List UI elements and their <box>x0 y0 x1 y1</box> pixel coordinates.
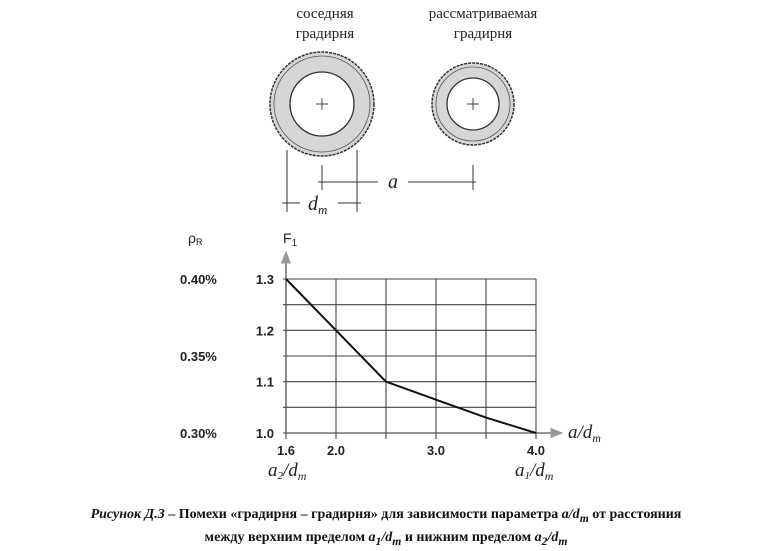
caption-line-1: Рисунок Д.3 – Помехи «градирня – градирн… <box>90 507 682 525</box>
upper-limit-label: a1/dm <box>515 460 554 483</box>
y-axis-label: F1 <box>283 230 298 249</box>
dimension-lines <box>282 150 476 212</box>
chart-grid <box>283 278 537 439</box>
y2-axis-label: ρR <box>188 230 203 247</box>
x-tick-label: 2.0 <box>327 443 345 458</box>
y-tick-label: 1.2 <box>256 323 274 338</box>
series-line <box>285 278 537 434</box>
y-tick-label: 1.3 <box>256 272 274 287</box>
figure-caption: Рисунок Д.3 – Помехи «градирня – градирн… <box>0 505 772 551</box>
considered-tower-label: рассматриваемая <box>429 6 538 22</box>
y2-tick-label: 0.40% <box>180 272 217 287</box>
chart: 1.6 2.0 3.0 4.01.01.11.21.30.40%0.35%0.30% … <box>180 230 601 483</box>
caption-line-2: между верхним пределом a1/dm и нижним пр… <box>204 529 568 548</box>
y-tick-label: 1.0 <box>256 426 274 441</box>
considered-tower-label-2: градирня <box>454 26 512 42</box>
y-tick-label: 1.1 <box>256 375 274 390</box>
x-tick-label: 4.0 <box>527 443 545 458</box>
neighbor-tower <box>269 51 375 157</box>
neighbor-tower-label: соседняя <box>296 6 353 22</box>
diameter-label: dm <box>308 193 327 217</box>
tower-diagram: соседняя градирня рассматриваемая градир… <box>269 6 538 217</box>
y2-tick-label: 0.30% <box>180 426 217 441</box>
x-tick-label: 3.0 <box>427 443 445 458</box>
considered-tower <box>431 62 515 146</box>
distance-label: a <box>388 171 398 193</box>
neighbor-tower-label-2: градирня <box>296 26 354 42</box>
lower-limit-label: a2/dm <box>268 460 307 483</box>
x-axis-label: a/dm <box>568 422 601 445</box>
x-tick-label: 1.6 <box>277 443 295 458</box>
y2-tick-label: 0.35% <box>180 349 217 364</box>
